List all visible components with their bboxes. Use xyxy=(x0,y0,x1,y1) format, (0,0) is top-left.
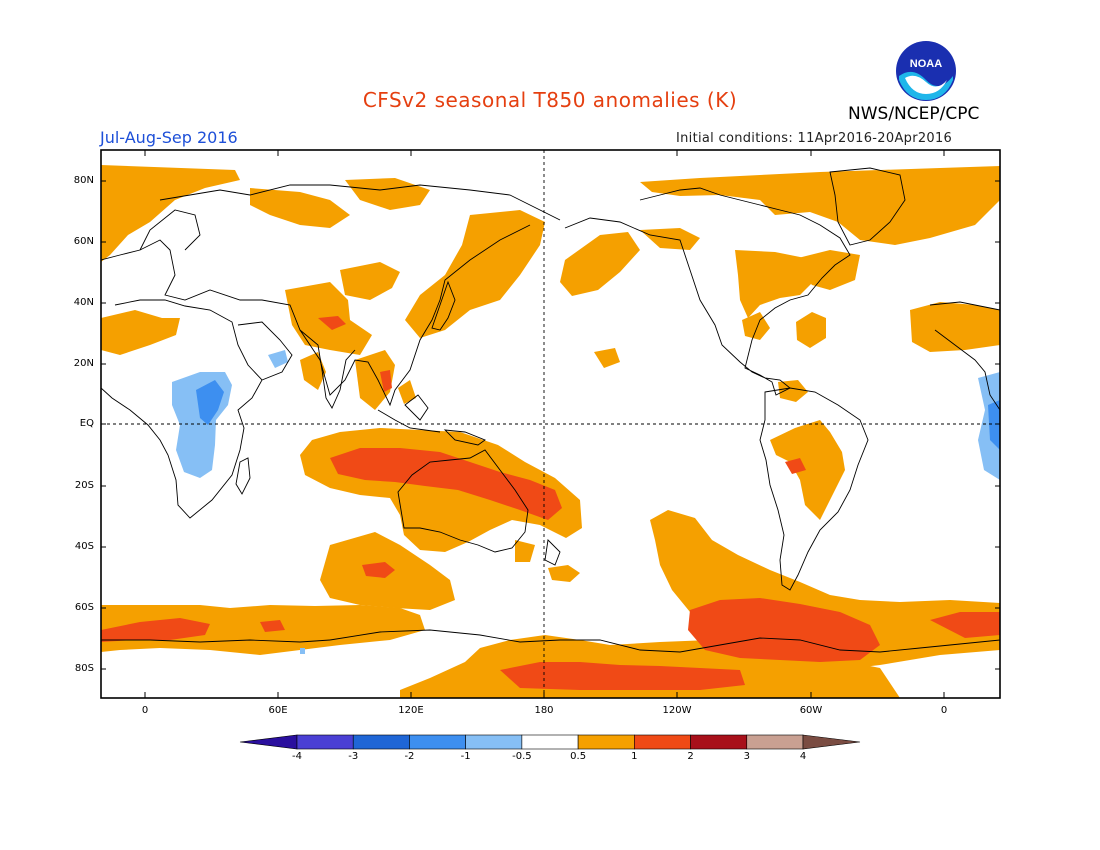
colorbar-label: 1 xyxy=(631,751,638,762)
colorbar-label: -2 xyxy=(404,751,415,762)
colorbar-segment xyxy=(746,734,804,750)
lat-label: EQ xyxy=(79,418,94,429)
colorbar-segment xyxy=(690,734,748,750)
colorbar xyxy=(239,734,861,750)
forecast-period: Jul-Aug-Sep 2016 xyxy=(100,128,238,147)
initial-conditions: Initial conditions: 11Apr2016-20Apr2016 xyxy=(676,131,953,146)
colorbar-segment xyxy=(239,734,298,750)
lat-label: 80N xyxy=(73,175,94,186)
colorbar-label: -0.5 xyxy=(512,751,532,762)
lon-label: 120W xyxy=(662,705,692,716)
lat-label: 60N xyxy=(73,236,94,247)
lon-label: 0 xyxy=(141,705,149,716)
chart-title: CFSv2 seasonal T850 anomalies (K) xyxy=(362,88,738,112)
colorbar-label: -4 xyxy=(292,751,302,762)
colorbar-label: -3 xyxy=(348,751,359,762)
lat-label: 80S xyxy=(74,663,94,674)
noaa-logo: NOAA xyxy=(896,41,956,101)
lon-label: 60W xyxy=(799,705,823,716)
lat-label: 20S xyxy=(74,480,94,491)
colorbar-label: 2 xyxy=(687,751,694,762)
noaa-logo-text: NOAA xyxy=(910,58,942,70)
colorbar-segment xyxy=(352,734,410,750)
lon-label: 120E xyxy=(398,705,424,716)
anomaly-fields xyxy=(101,150,1000,698)
colorbar-segment xyxy=(465,734,523,750)
lon-label: 180 xyxy=(534,705,554,716)
colorbar-segment xyxy=(409,734,466,750)
lat-label: 20N xyxy=(73,358,94,369)
colorbar-segment xyxy=(634,734,691,750)
axis-ticks xyxy=(101,150,1000,698)
lat-label: 40S xyxy=(74,541,94,552)
colorbar-label: 0.5 xyxy=(570,751,587,762)
colorbar-segment xyxy=(296,734,354,750)
lat-label: 40N xyxy=(73,297,94,308)
lon-label: 60E xyxy=(268,705,288,716)
colorbar-segment xyxy=(802,734,861,750)
colorbar-segment xyxy=(577,734,635,750)
lon-label: 0 xyxy=(940,705,948,716)
colorbar-label: 3 xyxy=(743,751,750,762)
colorbar-segment xyxy=(521,734,579,750)
lat-label: 60S xyxy=(74,602,94,613)
colorbar-label: 4 xyxy=(799,751,807,762)
organization-label: NWS/NCEP/CPC xyxy=(848,104,980,124)
colorbar-label: -1 xyxy=(460,751,471,762)
